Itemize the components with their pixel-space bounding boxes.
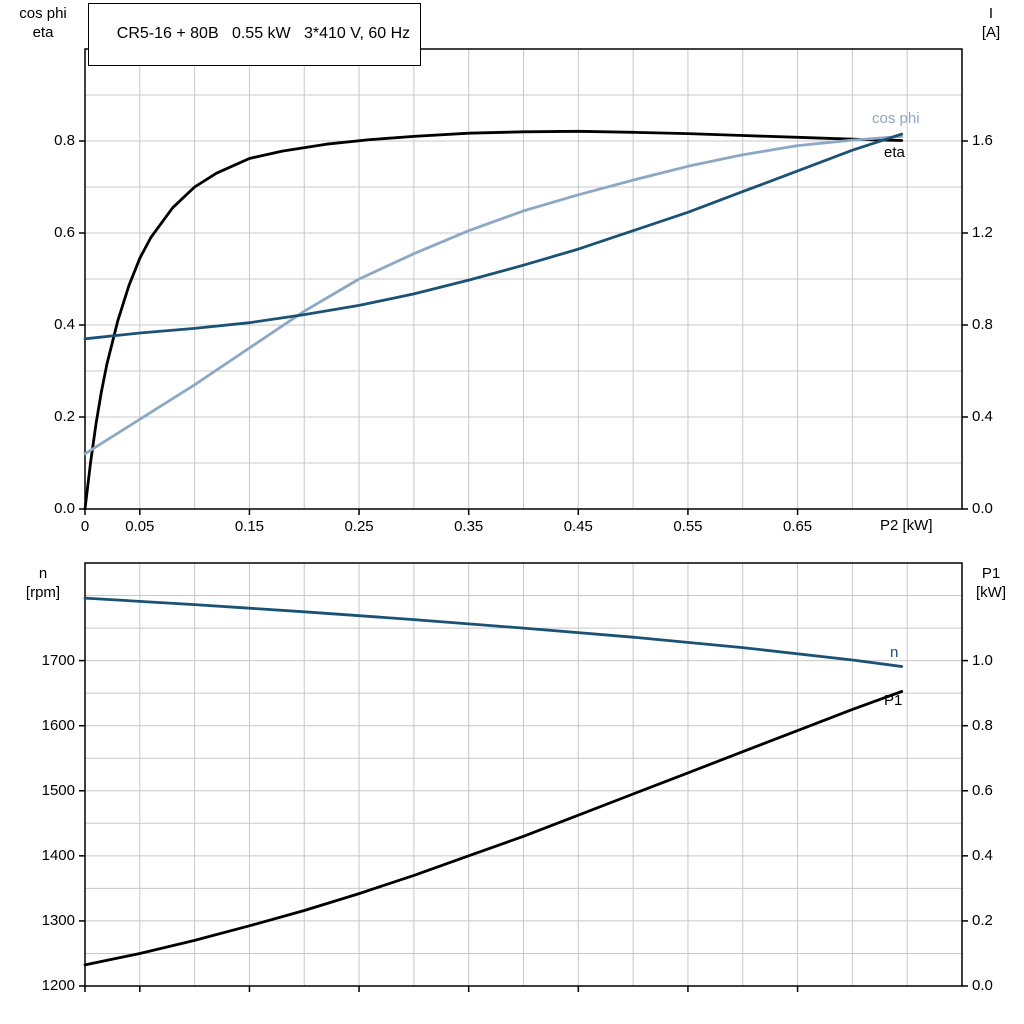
speed-axis-label: n <box>38 565 48 582</box>
p1-unit-label: [kW] <box>976 584 1006 601</box>
speed-unit-label: [rpm] <box>25 584 61 601</box>
current-unit-label: [A] <box>981 24 1001 41</box>
p1-curve-label: P1 <box>884 692 903 709</box>
top-chart-right-axis-title: I [A] <box>960 4 1022 42</box>
bottom-chart-left-axis-title: n [rpm] <box>2 564 84 602</box>
chart-title: CR5-16 + 80B 0.55 kW 3*410 V, 60 Hz <box>116 25 411 42</box>
p1-axis-label: P1 <box>981 565 1001 582</box>
power-P1-curve <box>83 690 904 967</box>
plot-border <box>84 562 963 987</box>
chart-title-box: CR5-16 + 80B 0.55 kW 3*410 V, 60 Hz <box>88 3 422 66</box>
eta-curve-label: eta <box>884 144 905 161</box>
n-curve-label: n <box>890 644 899 661</box>
speed-n-curve <box>83 596 904 668</box>
current-I-curve <box>83 132 904 341</box>
top-chart-left-axis-title: cos phi eta <box>2 4 84 42</box>
cos-phi-curve-label: cos phi <box>872 110 920 127</box>
cos-phi-curve <box>83 134 904 456</box>
bottom-chart-right-axis-title: P1 [kW] <box>960 564 1022 602</box>
eta-curve <box>83 129 904 511</box>
plot-border <box>84 48 963 510</box>
eta-axis-label: eta <box>32 24 54 41</box>
current-axis-label: I <box>988 5 994 22</box>
x-axis-label: P2 [kW] <box>880 517 933 534</box>
cos-phi-axis-label: cos phi <box>19 5 67 22</box>
